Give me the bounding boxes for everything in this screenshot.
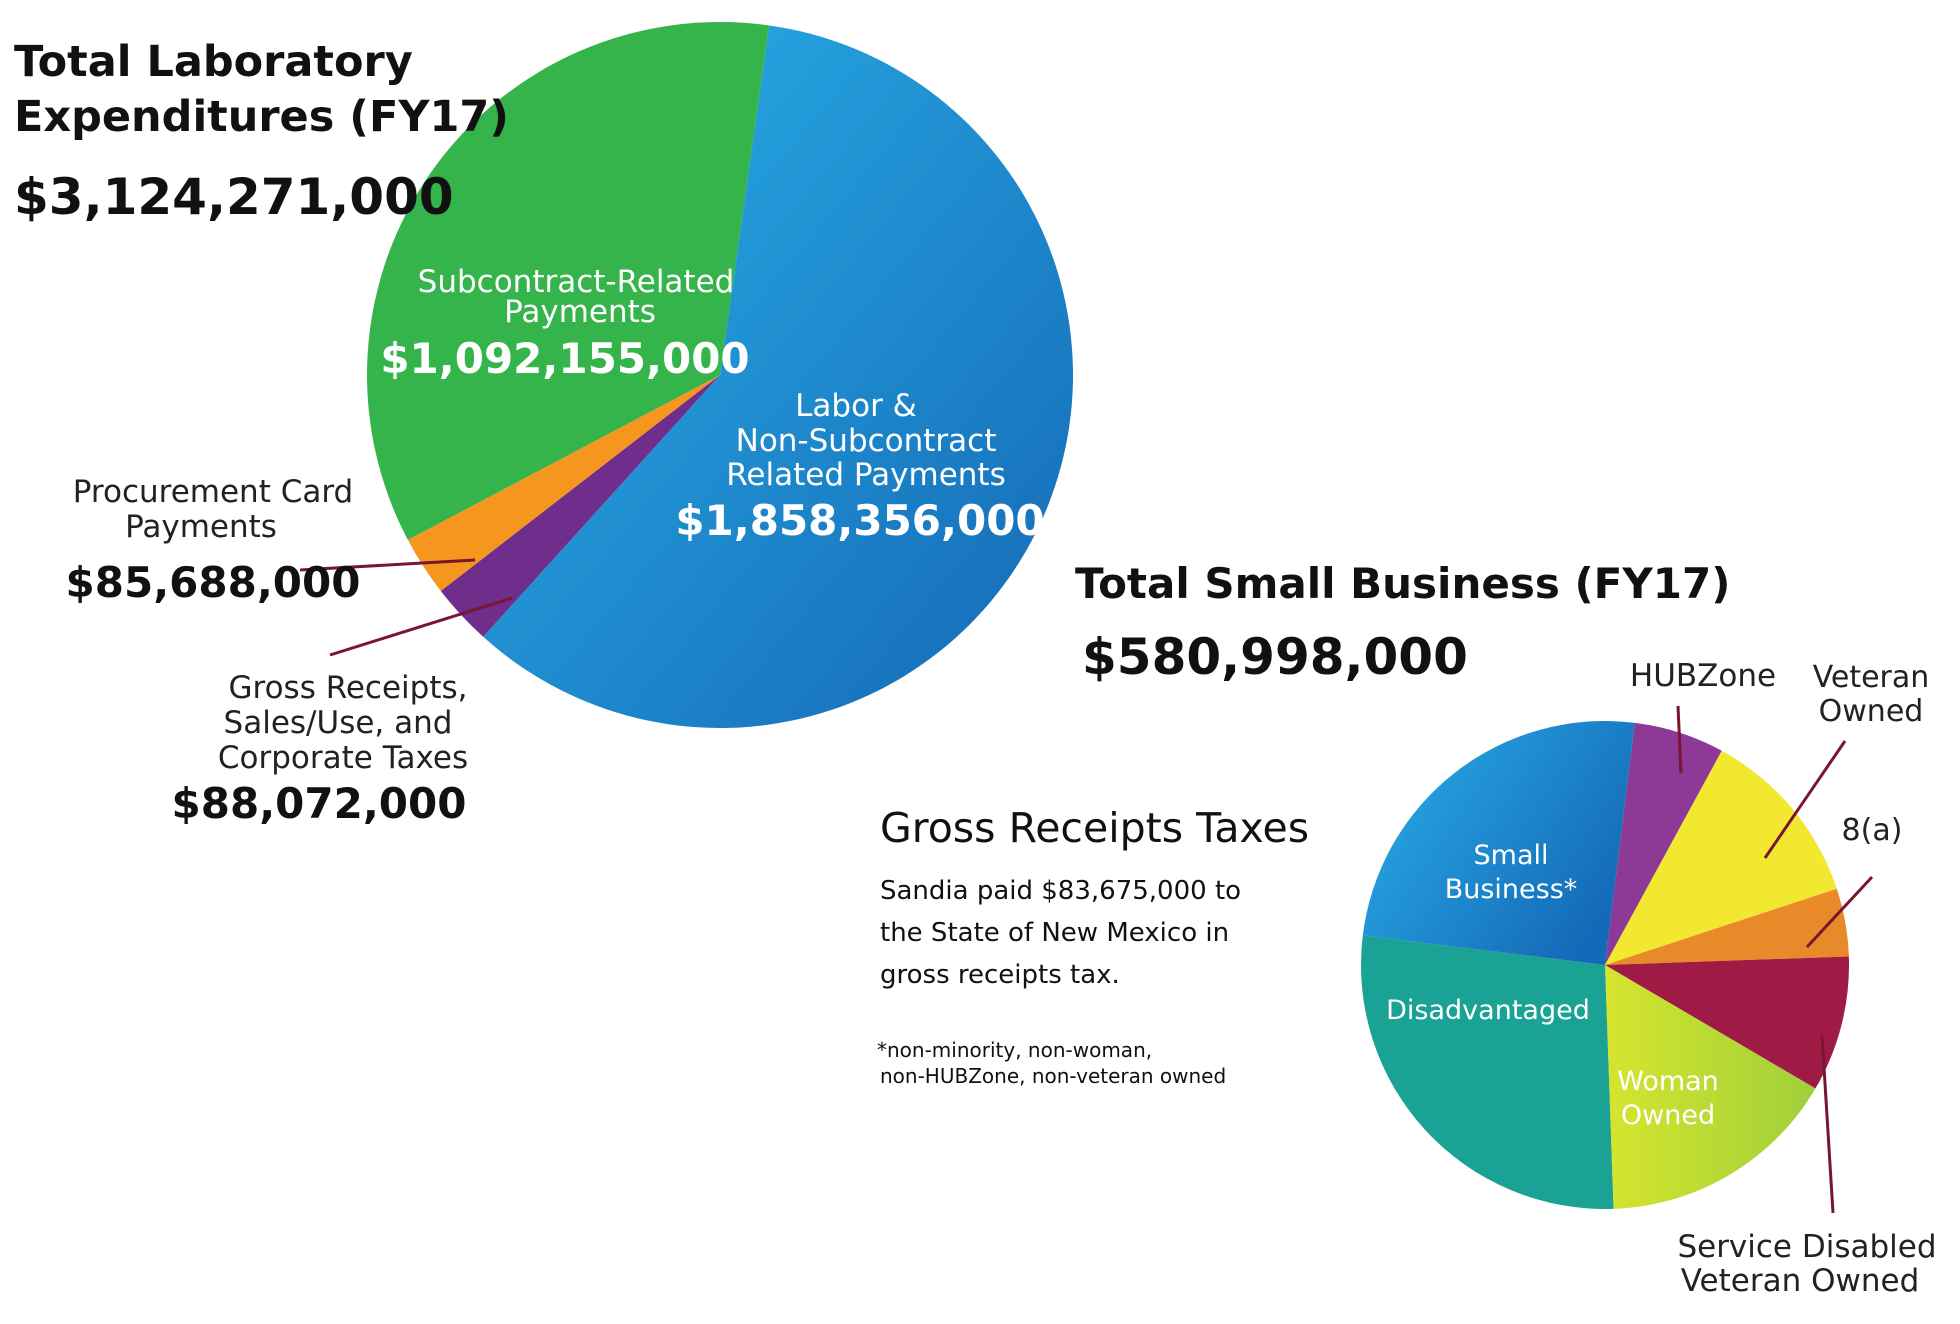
footnote-line-2: non-HUBZone, non-veteran owned: [880, 1064, 1226, 1088]
labor-name-line-1: Labor &: [795, 388, 917, 424]
gross-receipts-line-3: gross receipts tax.: [880, 960, 1120, 990]
sb-service-line-1: Service Disabled: [1677, 1229, 1936, 1265]
hubzone-label: HUBZone: [1630, 658, 1776, 694]
gross-receipts-line-2: the State of New Mexico in: [880, 918, 1229, 948]
lab-expenditures-header: Total Laboratory Expenditures (FY17) $3,…: [14, 37, 509, 226]
procurement-name-line-1: Procurement Card: [73, 474, 353, 510]
pie-slice-disadvantaged: [1361, 935, 1614, 1209]
pie-slice-woman-owned: [1605, 965, 1816, 1209]
pie-slice-service-disabled: [1605, 956, 1849, 1089]
pie-slice-procurement-card: [407, 375, 720, 591]
sb-title: Total Small Business (FY17): [1075, 559, 1730, 608]
sb-woman-line-1: Woman: [1617, 1066, 1719, 1097]
pie-slice-8a: [1605, 888, 1849, 965]
leader-procurement: [299, 558, 476, 572]
leader-veteran: [1763, 740, 1847, 859]
leader-hubzone: [1676, 705, 1683, 774]
subcontract-name-line-2: Payments: [504, 294, 656, 330]
pie-slice-labor: [483, 25, 1074, 729]
small-business-pie: [1361, 721, 1849, 1209]
leader-lines: [299, 558, 1874, 1214]
subcontract-name-line-1: Subcontract-Related: [418, 264, 735, 300]
lab-title-line-1: Total Laboratory: [14, 37, 413, 87]
lab-title-line-2: Expenditures (FY17): [14, 92, 509, 142]
procurement-amount: $85,688,000: [66, 558, 361, 607]
procurement-label: Procurement Card Payments $85,688,000: [66, 474, 361, 607]
gross-name-line-1: Gross Receipts,: [229, 670, 468, 706]
pie-slice-hubzone: [1605, 722, 1722, 965]
small-business-header: Total Small Business (FY17) $580,998,000: [1075, 559, 1730, 686]
sb-small-line-2: Business*: [1445, 874, 1578, 905]
sb-total: $580,998,000: [1082, 628, 1468, 686]
footnote: *non-minority, non-woman, non-HUBZone, n…: [877, 1038, 1226, 1088]
leader-gross-receipts: [329, 596, 513, 657]
gross-receipts-line-1: Sandia paid $83,675,000 to: [880, 876, 1241, 906]
pie-slice-gross-receipts: [440, 375, 720, 637]
labor-amount: $1,858,356,000: [675, 496, 1044, 545]
gross-receipts-label: Gross Receipts, Sales/Use, and Corporate…: [172, 670, 469, 828]
sb-hubzone: HUBZone: [1630, 658, 1776, 694]
eight-a-label: 8(a): [1842, 813, 1903, 848]
veteran-owned-label: Veteran Owned: [1813, 660, 1930, 729]
gross-receipts-note: Gross Receipts Taxes Sandia paid $83,675…: [880, 804, 1309, 990]
gross-amount: $88,072,000: [172, 779, 467, 828]
labor-name-line-2: Non-Subcontract: [736, 423, 997, 459]
footnote-line-1: *non-minority, non-woman,: [877, 1038, 1152, 1062]
gross-name-line-2: Sales/Use, and: [224, 705, 453, 741]
lab-expenditures-pie: [366, 22, 1074, 729]
leader-8a: [1805, 875, 1874, 949]
sb-service-line-2: Veteran Owned: [1681, 1263, 1920, 1299]
woman-owned-label: Woman Owned: [1617, 1066, 1719, 1131]
labor-name-line-3: Related Payments: [726, 457, 1005, 493]
small-business-slice-label: Small Business*: [1445, 840, 1578, 905]
sb-8a: 8(a): [1842, 813, 1903, 848]
sb-veteran-line-1: Veteran: [1813, 660, 1930, 695]
sb-small-line-1: Small: [1474, 840, 1549, 871]
service-disabled-label: Service Disabled Veteran Owned: [1677, 1229, 1936, 1299]
gross-name-line-3: Corporate Taxes: [218, 740, 468, 776]
gross-receipts-heading: Gross Receipts Taxes: [880, 804, 1309, 852]
pie-slice-subcontract: [366, 22, 770, 540]
subcontract-label: Subcontract-Related Payments $1,092,155,…: [380, 264, 749, 383]
sb-disadvantaged: Disadvantaged: [1386, 995, 1590, 1026]
pie-slice-small-business: [1362, 721, 1635, 965]
subcontract-amount: $1,092,155,000: [380, 334, 749, 383]
lab-total: $3,124,271,000: [14, 168, 454, 226]
disadvantaged-label: Disadvantaged: [1386, 995, 1590, 1026]
sb-woman-line-2: Owned: [1621, 1100, 1715, 1131]
procurement-name-line-2: Payments: [125, 509, 277, 545]
sb-veteran-line-2: Owned: [1819, 694, 1924, 729]
labor-label: Labor & Non-Subcontract Related Payments…: [675, 388, 1044, 545]
leader-service-disabled: [1820, 1034, 1835, 1214]
pie-slice-veteran-owned: [1605, 750, 1837, 965]
